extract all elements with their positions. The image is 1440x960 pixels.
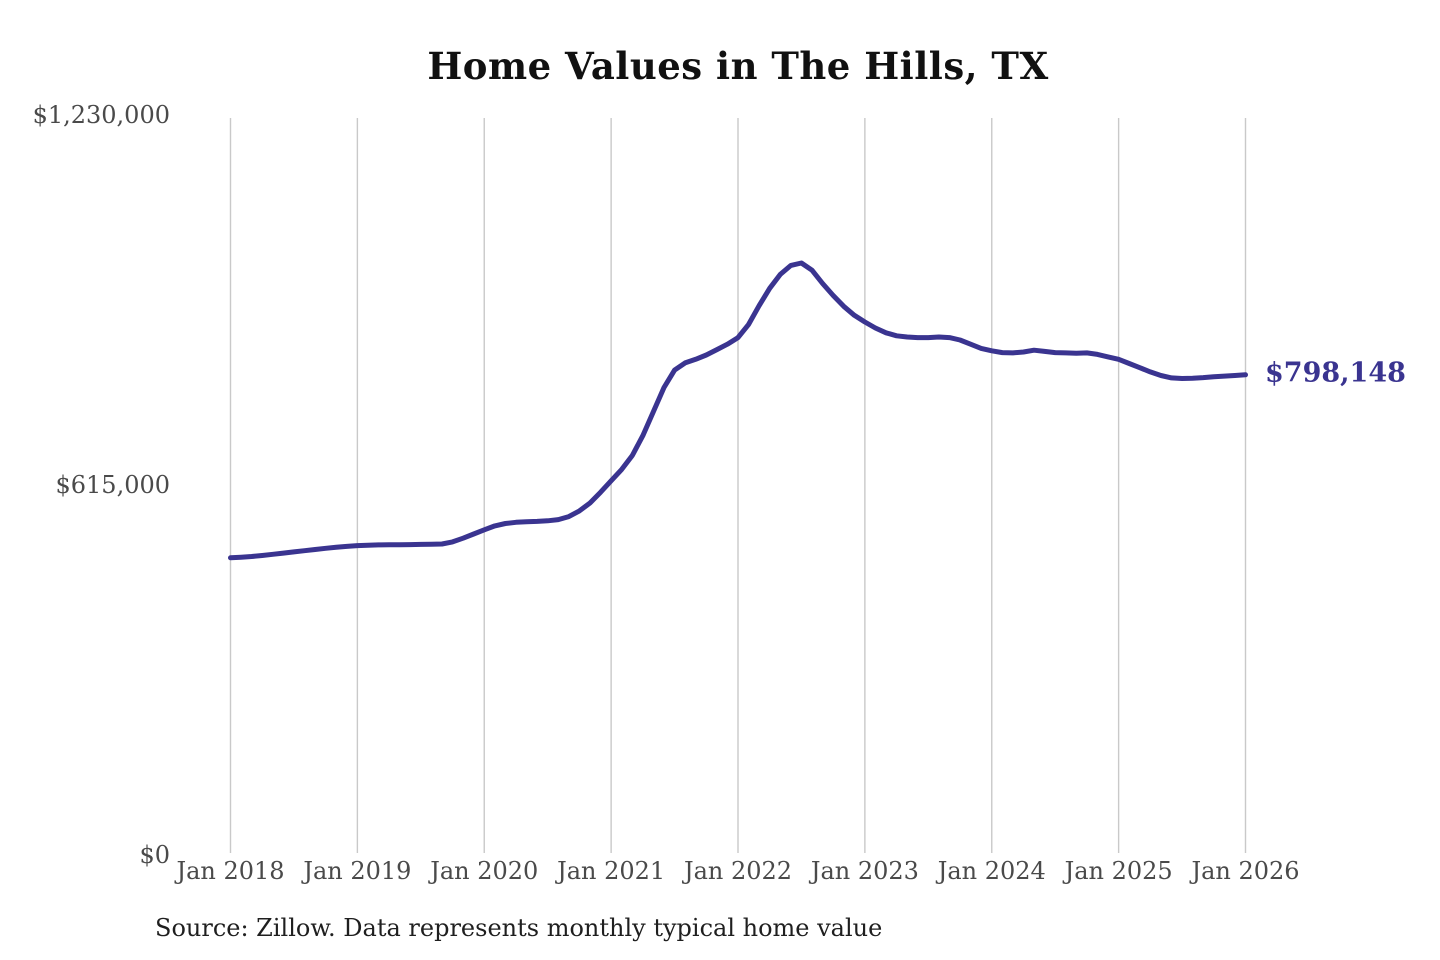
x-tick-label: Jan 2021 bbox=[554, 857, 665, 885]
x-tick-label: Jan 2025 bbox=[1062, 857, 1173, 885]
x-tick-label: Jan 2023 bbox=[808, 857, 919, 885]
source-note: Source: Zillow. Data represents monthly … bbox=[155, 914, 883, 942]
home-value-line bbox=[228, 260, 1248, 561]
y-tick-label: $0 bbox=[139, 841, 170, 869]
chart-title: Home Values in The Hills, TX bbox=[427, 44, 1049, 88]
latest-value-label: $798,148 bbox=[1265, 357, 1406, 389]
x-tick-label: Jan 2022 bbox=[681, 857, 792, 885]
y-tick-label: $1,230,000 bbox=[33, 101, 170, 129]
x-tick-label: Jan 2024 bbox=[935, 857, 1046, 885]
x-tick-label: Jan 2018 bbox=[173, 857, 284, 885]
x-tick-label: Jan 2019 bbox=[300, 857, 411, 885]
y-tick-label: $615,000 bbox=[55, 471, 170, 499]
x-tick-label: Jan 2026 bbox=[1188, 857, 1299, 885]
x-tick-label: Jan 2020 bbox=[427, 857, 538, 885]
